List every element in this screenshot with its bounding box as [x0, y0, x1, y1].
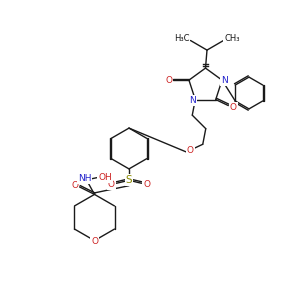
- Text: NH: NH: [78, 174, 92, 183]
- Text: O: O: [71, 181, 78, 190]
- Text: CH₃: CH₃: [224, 34, 240, 43]
- Text: S: S: [126, 175, 132, 185]
- Text: O: O: [187, 146, 194, 155]
- Text: O: O: [165, 76, 172, 85]
- Text: N: N: [221, 76, 228, 85]
- Text: O: O: [143, 180, 150, 189]
- Text: OH: OH: [98, 173, 112, 182]
- Text: O: O: [230, 103, 237, 112]
- Text: H₃C: H₃C: [174, 34, 189, 43]
- Text: O: O: [108, 180, 115, 189]
- Text: O: O: [91, 237, 98, 246]
- Text: N: N: [190, 96, 196, 105]
